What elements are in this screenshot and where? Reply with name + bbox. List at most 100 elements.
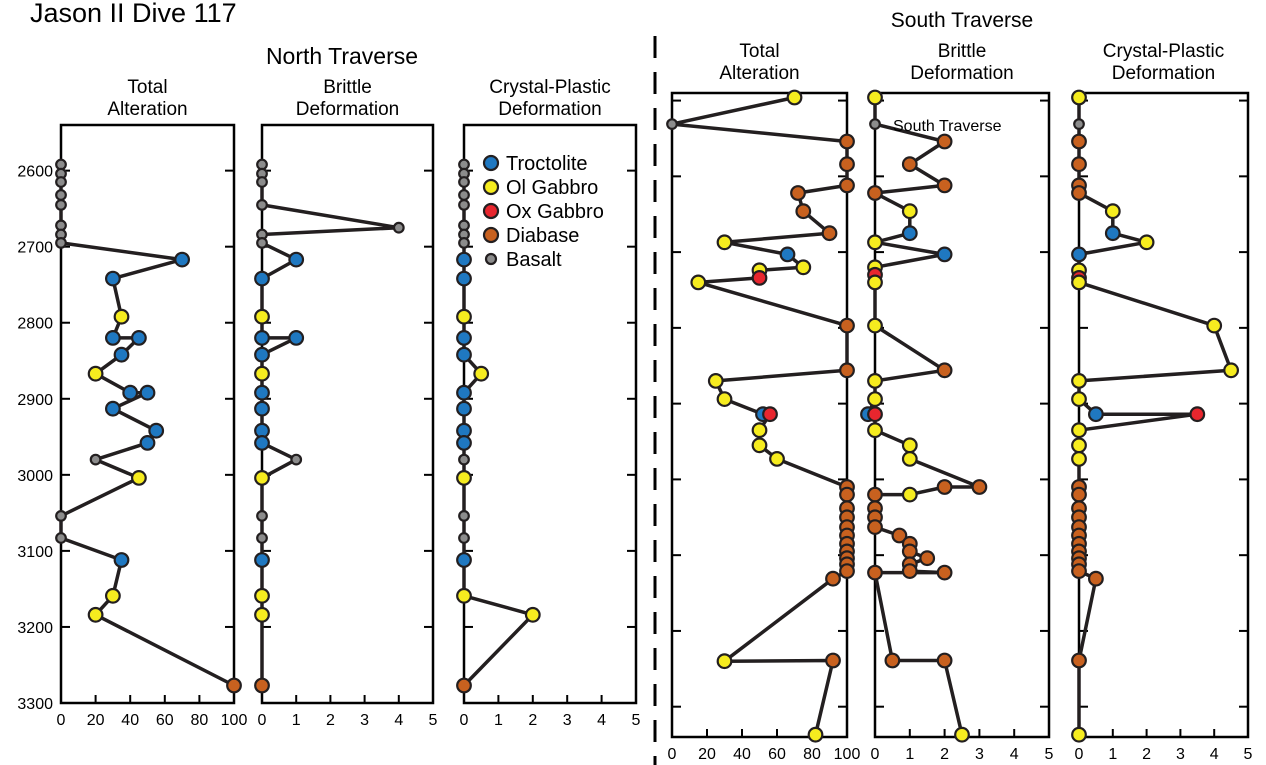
- data-point-ol-gabbro: [456, 587, 472, 604]
- x-tick-label: 1: [905, 746, 914, 763]
- legend-label: Ol Gabbro: [506, 177, 598, 199]
- data-point-ol-gabbro: [867, 89, 883, 106]
- data-point-ol-gabbro: [1071, 89, 1087, 106]
- data-point-diabase: [936, 133, 953, 150]
- data-point-ol-gabbro: [456, 308, 472, 325]
- data-point-basalt: [256, 236, 268, 249]
- panel-title-line: Total: [127, 77, 167, 98]
- data-point-ol-gabbro: [130, 470, 147, 486]
- data-point-basalt: [55, 176, 67, 188]
- x-tick-label: 40: [733, 746, 751, 763]
- x-tick-label: 0: [668, 746, 677, 763]
- data-point-troctolite: [104, 330, 121, 346]
- data-point-basalt: [256, 198, 268, 211]
- data-point-ol-gabbro: [867, 274, 883, 291]
- data-point-ol-gabbro: [1071, 373, 1087, 389]
- data-point-ol-gabbro: [751, 437, 768, 454]
- data-point-troctolite: [254, 346, 270, 363]
- data-point-ol-gabbro: [795, 259, 812, 276]
- data-point-troctolite: [139, 435, 156, 451]
- data-point-diabase: [936, 362, 953, 379]
- data-point-ox-gabbro: [762, 406, 778, 423]
- x-tick-label: 1: [292, 712, 301, 729]
- data-point-ol-gabbro: [1071, 437, 1087, 454]
- x-tick-label: 5: [1244, 746, 1253, 763]
- data-point-basalt: [55, 532, 67, 544]
- data-point-ol-gabbro: [254, 606, 270, 623]
- data-point-diabase: [1071, 652, 1087, 669]
- data-point-diabase: [867, 564, 883, 581]
- north-traverse-title: North Traverse: [266, 43, 418, 69]
- data-point-ol-gabbro: [1071, 726, 1087, 743]
- data-point-troctolite: [254, 552, 270, 568]
- data-point-basalt: [869, 118, 881, 130]
- x-tick-label: 100: [221, 712, 248, 729]
- x-tick-label: 1: [1108, 746, 1117, 763]
- data-point-diabase: [901, 563, 918, 579]
- x-tick-label: 100: [834, 746, 861, 763]
- legend-marker-ox-gabbro: [482, 202, 500, 220]
- data-point-troctolite: [148, 422, 165, 439]
- x-tick-label: 60: [768, 746, 786, 763]
- series-line: [59, 164, 235, 688]
- data-point-diabase: [839, 362, 855, 379]
- y-tick-label: 2900: [17, 392, 53, 409]
- y-tick-label: 3000: [17, 468, 53, 485]
- data-point-diabase: [839, 317, 855, 334]
- data-point-ol-gabbro: [254, 308, 270, 325]
- panel-title-line: Brittle: [938, 41, 987, 62]
- data-point-troctolite: [139, 384, 156, 401]
- data-point-diabase: [1087, 570, 1104, 587]
- data-point-basalt: [55, 510, 67, 522]
- data-point-troctolite: [1104, 225, 1121, 242]
- panel-frame: [670, 91, 849, 739]
- x-tick-label: 4: [1010, 746, 1019, 763]
- data-point-diabase: [971, 479, 988, 495]
- data-point-troctolite: [1087, 406, 1104, 423]
- panel-title-line: Deformation: [1112, 63, 1216, 84]
- data-point-troctolite: [456, 346, 472, 363]
- x-tick-label: 2: [326, 712, 335, 729]
- y-tick-label: 3300: [17, 696, 53, 713]
- data-point-ol-gabbro: [524, 606, 541, 623]
- data-point-ol-gabbro: [254, 365, 270, 382]
- figure-title: Jason II Dive 117: [30, 0, 237, 28]
- data-point-diabase: [825, 570, 841, 587]
- data-point-basalt: [256, 510, 268, 522]
- x-tick-label: 3: [1176, 746, 1185, 763]
- legend-label: Troctolite: [506, 153, 588, 175]
- data-point-basalt: [392, 221, 405, 234]
- data-point-ol-gabbro: [751, 422, 768, 439]
- data-point-troctolite: [288, 330, 305, 346]
- data-point-diabase: [456, 677, 472, 694]
- data-point-troctolite: [456, 251, 472, 268]
- data-point-diabase: [901, 543, 918, 560]
- x-tick-label: 0: [57, 712, 66, 729]
- data-point-ol-gabbro: [87, 365, 104, 382]
- data-point-basalt: [458, 453, 470, 466]
- data-point-ol-gabbro: [456, 470, 472, 486]
- x-tick-label: 3: [360, 712, 369, 729]
- data-point-troctolite: [936, 246, 953, 263]
- data-point-troctolite: [779, 246, 796, 263]
- data-point-ol-gabbro: [867, 234, 883, 251]
- data-point-diabase: [901, 156, 918, 173]
- data-point-ol-gabbro: [1071, 274, 1087, 291]
- data-point-ol-gabbro: [1071, 422, 1087, 439]
- data-point-diabase: [919, 550, 936, 567]
- y-tick-label: 2700: [17, 240, 53, 257]
- data-point-basalt: [55, 189, 67, 201]
- data-point-troctolite: [113, 552, 130, 568]
- data-point-ol-gabbro: [901, 203, 918, 220]
- legend-marker-ol-gabbro: [482, 178, 500, 196]
- data-point-troctolite: [456, 330, 472, 346]
- data-point-ol-gabbro: [867, 422, 883, 439]
- panel-title-line: Deformation: [296, 99, 400, 120]
- data-point-ol-gabbro: [254, 587, 270, 604]
- data-point-diabase: [867, 519, 883, 535]
- series-line: [260, 164, 401, 686]
- data-point-troctolite: [254, 400, 270, 417]
